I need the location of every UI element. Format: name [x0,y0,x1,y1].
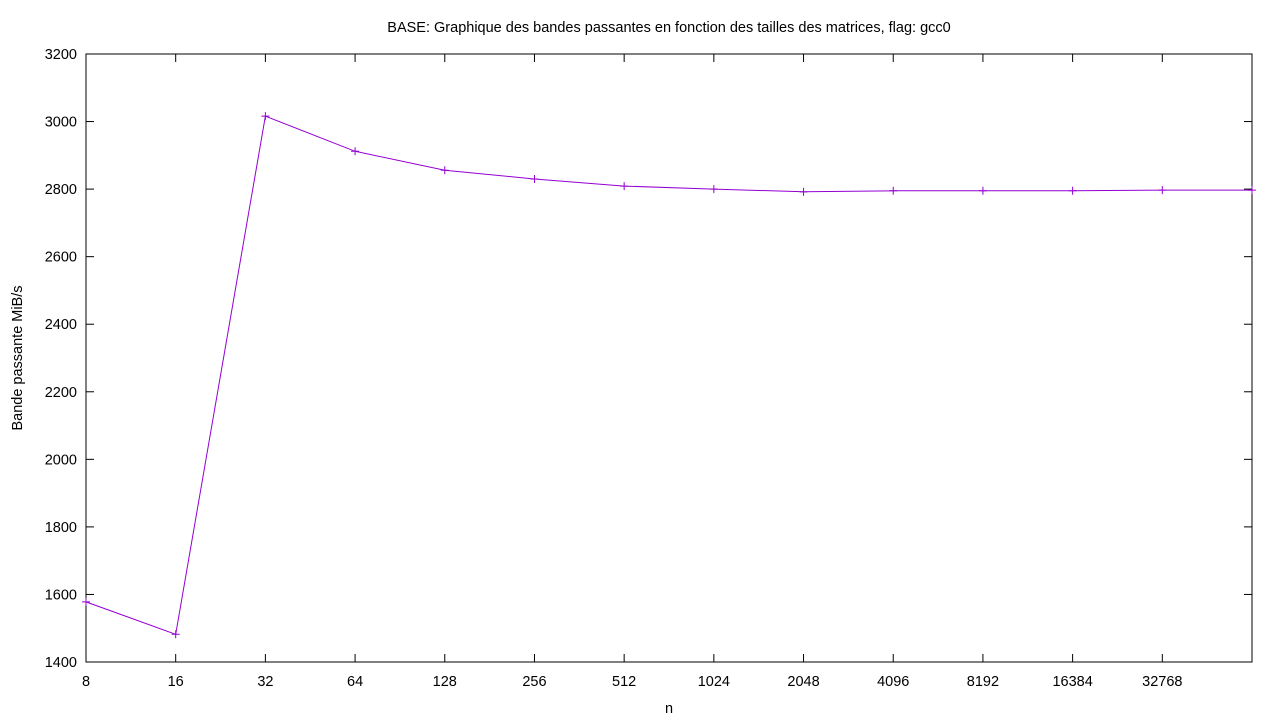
x-tick-label: 8 [82,674,90,690]
data-point [440,166,449,175]
data-point [620,182,629,191]
y-tick-label: 3000 [45,115,77,131]
plot-frame [85,53,1253,663]
series-line [85,115,1252,635]
x-tick-label: 16384 [1052,674,1092,690]
data-point [978,186,987,195]
y-tick-label: 3200 [45,47,77,63]
data-point [709,185,718,194]
y-tick-label: 1800 [45,520,77,536]
data-point [351,147,360,156]
series-layer [82,112,1256,639]
x-tick-label: 32768 [1142,674,1182,690]
data-point [1158,186,1167,195]
y-tick-label: 2400 [45,317,77,333]
y-tick-label: 1600 [45,587,77,603]
x-tick-label: 64 [347,674,363,690]
x-tick-label: 1024 [698,674,730,690]
data-point [82,597,90,606]
y-tick-label: 2200 [45,385,77,401]
data-point [530,174,539,183]
y-axis-label: Bande passante MiB/s [10,285,26,430]
x-tick-label: 8192 [967,674,999,690]
x-tick-label: 128 [433,674,457,690]
data-point [889,186,898,195]
x-tick-label: 512 [612,674,636,690]
y-axis: 1400 1600 1800 2000 2200 2400 2600 2800 3000 3200 [45,47,1252,671]
x-axis-label: n [665,701,673,717]
y-tick-label: 2600 [45,250,77,266]
data-point [1068,186,1077,195]
y-tick-label: 1400 [45,655,77,671]
x-tick-label: 4096 [877,674,909,690]
data-point [799,187,808,196]
data-point [171,630,180,639]
x-tick-label: 16 [168,674,184,690]
x-tick-label: 32 [257,674,273,690]
y-tick-label: 2800 [45,182,77,198]
data-point [261,112,270,121]
x-tick-label: 256 [522,674,546,690]
chart-title: BASE: Graphique des bandes passantes en … [387,20,950,36]
data-point [1248,186,1256,195]
x-tick-label: 2048 [787,674,819,690]
x-axis: 8 16 32 64 128 256 512 1024 2048 4096 8192 16384 327… [82,54,1182,690]
y-tick-label: 2000 [45,452,77,468]
